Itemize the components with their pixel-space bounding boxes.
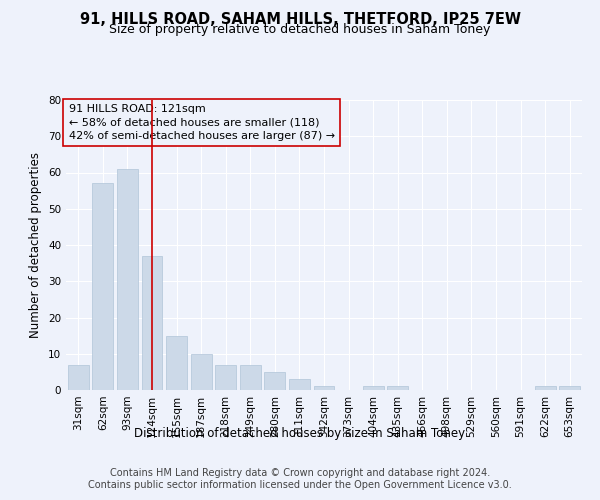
- Bar: [265, 372, 286, 390]
- Text: 91 HILLS ROAD: 121sqm
← 58% of detached houses are smaller (118)
42% of semi-det: 91 HILLS ROAD: 121sqm ← 58% of detached …: [68, 104, 335, 141]
- Text: Contains HM Land Registry data © Crown copyright and database right 2024.: Contains HM Land Registry data © Crown c…: [110, 468, 490, 477]
- Bar: [166, 336, 187, 390]
- Bar: [142, 256, 163, 390]
- Bar: [215, 364, 236, 390]
- Bar: [387, 386, 408, 390]
- Bar: [314, 386, 334, 390]
- Text: Distribution of detached houses by size in Saham Toney: Distribution of detached houses by size …: [134, 428, 466, 440]
- Bar: [68, 364, 89, 390]
- Bar: [92, 184, 113, 390]
- Bar: [559, 386, 580, 390]
- Bar: [240, 364, 261, 390]
- Bar: [191, 354, 212, 390]
- Text: Size of property relative to detached houses in Saham Toney: Size of property relative to detached ho…: [109, 22, 491, 36]
- Bar: [535, 386, 556, 390]
- Bar: [289, 379, 310, 390]
- Y-axis label: Number of detached properties: Number of detached properties: [29, 152, 43, 338]
- Bar: [362, 386, 383, 390]
- Text: Contains public sector information licensed under the Open Government Licence v3: Contains public sector information licen…: [88, 480, 512, 490]
- Bar: [117, 169, 138, 390]
- Text: 91, HILLS ROAD, SAHAM HILLS, THETFORD, IP25 7EW: 91, HILLS ROAD, SAHAM HILLS, THETFORD, I…: [79, 12, 521, 28]
